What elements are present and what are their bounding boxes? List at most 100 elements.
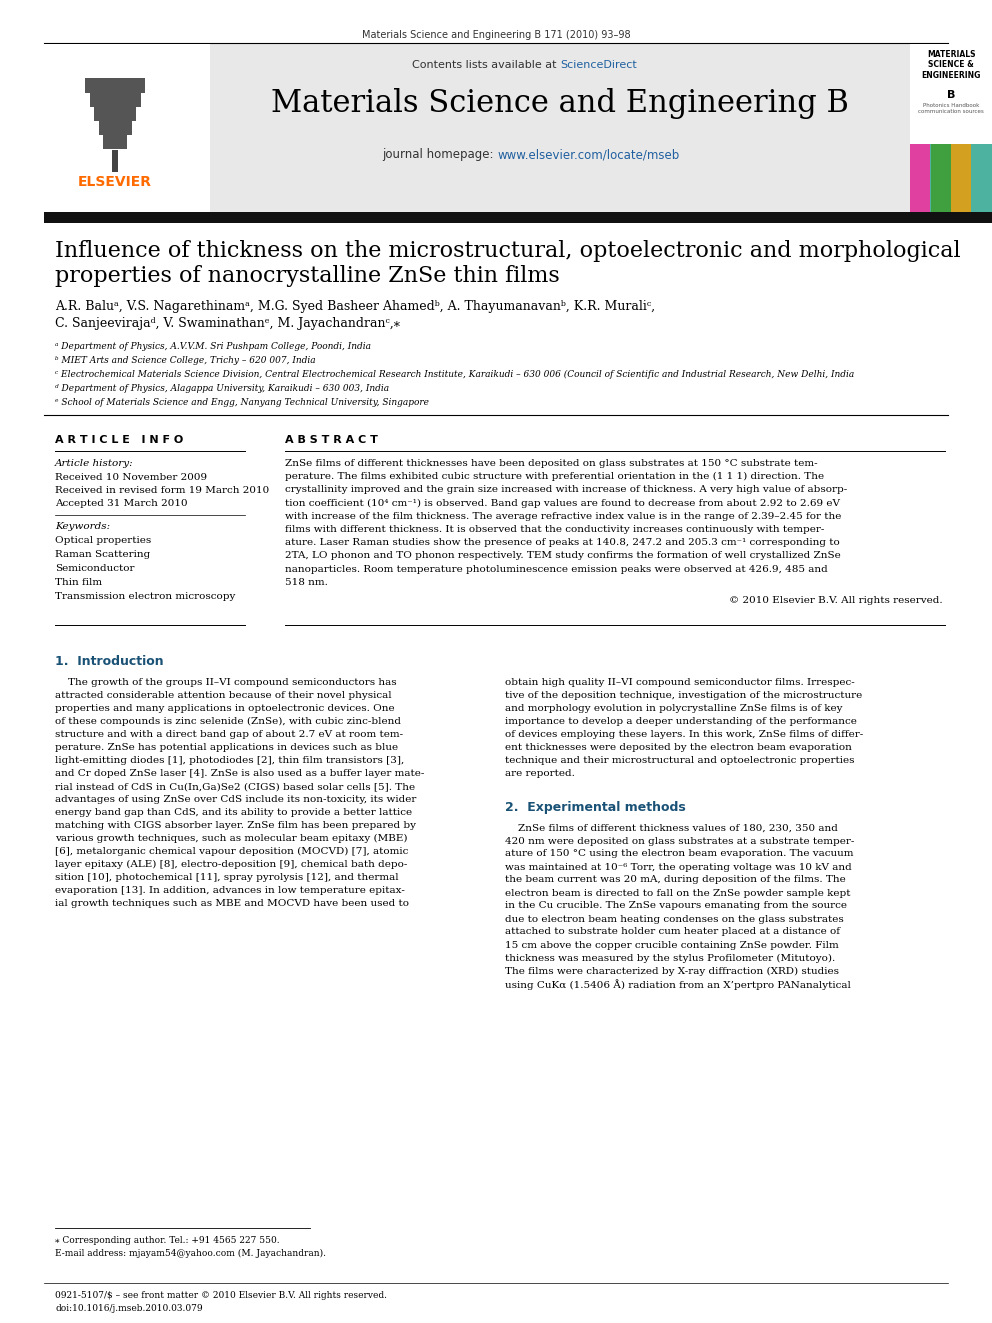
Text: ZnSe films of different thicknesses have been deposited on glass substrates at 1: ZnSe films of different thicknesses have… xyxy=(285,459,817,468)
Text: Keywords:: Keywords: xyxy=(55,523,110,531)
Bar xyxy=(951,144,971,212)
Text: Influence of thickness on the microstructural, optoelectronic and morphological: Influence of thickness on the microstruc… xyxy=(55,239,960,262)
Bar xyxy=(910,44,992,144)
Bar xyxy=(112,149,118,172)
Bar xyxy=(85,78,145,93)
Text: properties and many applications in optoelectronic devices. One: properties and many applications in opto… xyxy=(55,704,395,713)
Text: with increase of the film thickness. The average refractive index value is in th: with increase of the film thickness. The… xyxy=(285,512,841,521)
Text: © 2010 Elsevier B.V. All rights reserved.: © 2010 Elsevier B.V. All rights reserved… xyxy=(729,595,943,605)
Text: perature. ZnSe has potential applications in devices such as blue: perature. ZnSe has potential application… xyxy=(55,744,398,751)
Text: ZnSe films of different thickness values of 180, 230, 350 and: ZnSe films of different thickness values… xyxy=(505,823,838,832)
Text: and Cr doped ZnSe laser [4]. ZnSe is also used as a buffer layer mate-: and Cr doped ZnSe laser [4]. ZnSe is als… xyxy=(55,769,425,778)
Text: E-mail address: mjayam54@yahoo.com (M. Jayachandran).: E-mail address: mjayam54@yahoo.com (M. J… xyxy=(55,1249,326,1258)
Text: ScienceDirect: ScienceDirect xyxy=(560,60,637,70)
Text: Optical properties: Optical properties xyxy=(55,536,151,545)
Text: nanoparticles. Room temperature photoluminescence emission peaks were observed a: nanoparticles. Room temperature photolum… xyxy=(285,565,827,574)
Text: ature of 150 °C using the electron beam evaporation. The vacuum: ature of 150 °C using the electron beam … xyxy=(505,849,853,859)
Text: advantages of using ZnSe over CdS include its non-toxicity, its wider: advantages of using ZnSe over CdS includ… xyxy=(55,795,417,804)
Bar xyxy=(210,44,910,212)
Text: ᵃ Department of Physics, A.V.V.M. Sri Pushpam College, Poondi, India: ᵃ Department of Physics, A.V.V.M. Sri Pu… xyxy=(55,343,371,351)
Text: 420 nm were deposited on glass substrates at a substrate temper-: 420 nm were deposited on glass substrate… xyxy=(505,836,854,845)
Text: Received 10 November 2009: Received 10 November 2009 xyxy=(55,474,207,482)
Text: evaporation [13]. In addition, advances in low temperature epitax-: evaporation [13]. In addition, advances … xyxy=(55,886,405,894)
Bar xyxy=(90,93,141,107)
Text: are reported.: are reported. xyxy=(505,769,575,778)
Text: 518 nm.: 518 nm. xyxy=(285,578,328,587)
Text: ᵈ Department of Physics, Alagappa University, Karaikudi – 630 003, India: ᵈ Department of Physics, Alagappa Univer… xyxy=(55,384,389,393)
Text: of these compounds is zinc selenide (ZnSe), with cubic zinc-blend: of these compounds is zinc selenide (ZnS… xyxy=(55,717,401,726)
Text: using CuKα (1.5406 Å) radiation from an X’pertpro PANanalytical: using CuKα (1.5406 Å) radiation from an … xyxy=(505,979,851,991)
Text: 0921-5107/$ – see front matter © 2010 Elsevier B.V. All rights reserved.: 0921-5107/$ – see front matter © 2010 El… xyxy=(55,1291,387,1301)
Text: B: B xyxy=(946,90,955,101)
Text: various growth techniques, such as molecular beam epitaxy (MBE): various growth techniques, such as molec… xyxy=(55,833,408,843)
Text: ent thicknesses were deposited by the electron beam evaporation: ent thicknesses were deposited by the el… xyxy=(505,744,852,751)
Text: ᶜ Electrochemical Materials Science Division, Central Electrochemical Research I: ᶜ Electrochemical Materials Science Divi… xyxy=(55,370,854,380)
Text: rial instead of CdS in Cu(In,Ga)Se2 (CIGS) based solar cells [5]. The: rial instead of CdS in Cu(In,Ga)Se2 (CIG… xyxy=(55,782,415,791)
Text: Materials Science and Engineering B: Materials Science and Engineering B xyxy=(271,89,849,119)
Text: sition [10], photochemical [11], spray pyrolysis [12], and thermal: sition [10], photochemical [11], spray p… xyxy=(55,873,399,882)
Text: and morphology evolution in polycrystalline ZnSe films is of key: and morphology evolution in polycrystall… xyxy=(505,704,842,713)
Bar xyxy=(910,144,930,212)
Text: Materials Science and Engineering B 171 (2010) 93–98: Materials Science and Engineering B 171 … xyxy=(362,30,630,40)
Text: Contents lists available at: Contents lists available at xyxy=(412,60,560,70)
Text: The growth of the groups II–VI compound semiconductors has: The growth of the groups II–VI compound … xyxy=(55,677,397,687)
Text: due to electron beam heating condenses on the glass substrates: due to electron beam heating condenses o… xyxy=(505,914,844,923)
Text: 2.  Experimental methods: 2. Experimental methods xyxy=(505,802,685,815)
Bar xyxy=(910,44,992,212)
Bar xyxy=(44,212,992,224)
Text: A B S T R A C T: A B S T R A C T xyxy=(285,435,378,445)
Text: thickness was measured by the stylus Profilometer (Mitutoyo).: thickness was measured by the stylus Pro… xyxy=(505,954,835,963)
Text: Raman Scattering: Raman Scattering xyxy=(55,550,150,560)
Text: in the Cu crucible. The ZnSe vapours emanating from the source: in the Cu crucible. The ZnSe vapours ema… xyxy=(505,901,847,910)
Text: ᵇ MIET Arts and Science College, Trichy – 620 007, India: ᵇ MIET Arts and Science College, Trichy … xyxy=(55,356,315,365)
Text: A R T I C L E   I N F O: A R T I C L E I N F O xyxy=(55,435,184,445)
Text: ⁎ Corresponding author. Tel.: +91 4565 227 550.: ⁎ Corresponding author. Tel.: +91 4565 2… xyxy=(55,1236,280,1245)
Text: Semiconductor: Semiconductor xyxy=(55,564,135,573)
Text: layer epitaxy (ALE) [8], electro-deposition [9], chemical bath depo-: layer epitaxy (ALE) [8], electro-deposit… xyxy=(55,860,408,869)
Text: importance to develop a deeper understanding of the performance: importance to develop a deeper understan… xyxy=(505,717,857,726)
Bar xyxy=(103,134,127,149)
Text: Accepted 31 March 2010: Accepted 31 March 2010 xyxy=(55,499,187,508)
Text: ature. Laser Raman studies show the presence of peaks at 140.8, 247.2 and 205.3 : ature. Laser Raman studies show the pres… xyxy=(285,538,840,548)
Text: journal homepage:: journal homepage: xyxy=(382,148,497,161)
Text: MATERIALS
SCIENCE &
ENGINEERING: MATERIALS SCIENCE & ENGINEERING xyxy=(922,50,981,79)
Text: Transmission electron microscopy: Transmission electron microscopy xyxy=(55,591,235,601)
Text: 2TA, LO phonon and TO phonon respectively. TEM study confirms the formation of w: 2TA, LO phonon and TO phonon respectivel… xyxy=(285,552,841,561)
Text: electron beam is directed to fall on the ZnSe powder sample kept: electron beam is directed to fall on the… xyxy=(505,889,850,897)
Text: obtain high quality II–VI compound semiconductor films. Irrespec-: obtain high quality II–VI compound semic… xyxy=(505,677,855,687)
Text: ᵉ School of Materials Science and Engg, Nanyang Technical University, Singapore: ᵉ School of Materials Science and Engg, … xyxy=(55,398,429,407)
Text: 15 cm above the copper crucible containing ZnSe powder. Film: 15 cm above the copper crucible containi… xyxy=(505,941,839,950)
Text: C. Sanjeevirajaᵈ, V. Swaminathanᵉ, M. Jayachandranᶜ,⁎: C. Sanjeevirajaᵈ, V. Swaminathanᵉ, M. Ja… xyxy=(55,318,400,329)
Text: perature. The films exhibited cubic structure with preferential orientation in t: perature. The films exhibited cubic stru… xyxy=(285,472,824,482)
Text: Article history:: Article history: xyxy=(55,459,134,468)
Text: The films were characterized by X-ray diffraction (XRD) studies: The films were characterized by X-ray di… xyxy=(505,967,839,975)
Text: A.R. Baluᵃ, V.S. Nagarethinamᵃ, M.G. Syed Basheer Ahamedᵇ, A. Thayumanavanᵇ, K.R: A.R. Baluᵃ, V.S. Nagarethinamᵃ, M.G. Sye… xyxy=(55,300,655,314)
Text: tion coefficient (10⁴ cm⁻¹) is observed. Band gap values are found to decrease f: tion coefficient (10⁴ cm⁻¹) is observed.… xyxy=(285,499,840,508)
Text: doi:10.1016/j.mseb.2010.03.079: doi:10.1016/j.mseb.2010.03.079 xyxy=(55,1304,202,1312)
Text: Photonics Handbook
communication sources: Photonics Handbook communication sources xyxy=(919,103,984,114)
Text: crystallinity improved and the grain size increased with increase of thickness. : crystallinity improved and the grain siz… xyxy=(285,486,847,495)
Text: ELSEVIER: ELSEVIER xyxy=(78,175,152,189)
Text: Received in revised form 19 March 2010: Received in revised form 19 March 2010 xyxy=(55,486,269,495)
Text: www.elsevier.com/locate/mseb: www.elsevier.com/locate/mseb xyxy=(497,148,680,161)
Text: light-emitting diodes [1], photodiodes [2], thin film transistors [3],: light-emitting diodes [1], photodiodes [… xyxy=(55,755,405,765)
Text: ial growth techniques such as MBE and MOCVD have been used to: ial growth techniques such as MBE and MO… xyxy=(55,900,409,908)
Text: matching with CIGS absorber layer. ZnSe film has been prepared by: matching with CIGS absorber layer. ZnSe … xyxy=(55,822,416,830)
Bar xyxy=(99,120,132,135)
Text: was maintained at 10⁻⁶ Torr, the operating voltage was 10 kV and: was maintained at 10⁻⁶ Torr, the operati… xyxy=(505,863,852,872)
Text: attached to substrate holder cum heater placed at a distance of: attached to substrate holder cum heater … xyxy=(505,927,840,937)
Text: [6], metalorganic chemical vapour deposition (MOCVD) [7], atomic: [6], metalorganic chemical vapour deposi… xyxy=(55,847,409,856)
Text: structure and with a direct band gap of about 2.7 eV at room tem-: structure and with a direct band gap of … xyxy=(55,730,403,740)
Text: energy band gap than CdS, and its ability to provide a better lattice: energy band gap than CdS, and its abilit… xyxy=(55,808,412,818)
Text: properties of nanocrystalline ZnSe thin films: properties of nanocrystalline ZnSe thin … xyxy=(55,265,559,287)
Bar xyxy=(971,144,991,212)
Text: films with different thickness. It is observed that the conductivity increases c: films with different thickness. It is ob… xyxy=(285,525,824,534)
Text: Thin film: Thin film xyxy=(55,578,102,587)
Text: technique and their microstructural and optoelectronic properties: technique and their microstructural and … xyxy=(505,755,854,765)
Text: of devices employing these layers. In this work, ZnSe films of differ-: of devices employing these layers. In th… xyxy=(505,730,863,740)
Text: tive of the deposition technique, investigation of the microstructure: tive of the deposition technique, invest… xyxy=(505,691,862,700)
Text: attracted considerable attention because of their novel physical: attracted considerable attention because… xyxy=(55,691,392,700)
Text: 1.  Introduction: 1. Introduction xyxy=(55,655,164,668)
Bar xyxy=(930,144,950,212)
Bar xyxy=(44,44,210,212)
